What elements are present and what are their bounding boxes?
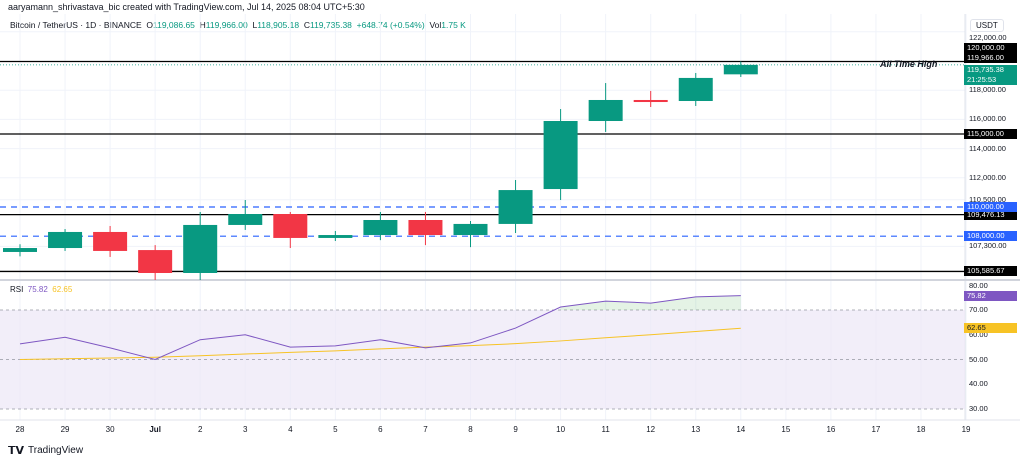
- rsi-ma-tag: 62.65: [964, 323, 1017, 334]
- time-axis-label: 6: [378, 425, 383, 434]
- time-axis-label: 5: [333, 425, 338, 434]
- level-label: 119,966.00: [964, 53, 1017, 63]
- price-tick-label: 118,000.00: [969, 85, 1006, 95]
- close-label: C: [303, 20, 310, 30]
- time-axis-label: 14: [736, 425, 746, 434]
- time-axis-label: 9: [513, 425, 518, 434]
- level-label: 110,000.00: [964, 202, 1017, 212]
- candle-down: [273, 214, 308, 238]
- time-axis-label: 11: [601, 425, 610, 434]
- candle-up: [543, 121, 578, 190]
- time-axis-label: 10: [556, 425, 566, 434]
- rsi-ma-line: [19, 327, 741, 360]
- candle-up: [183, 224, 218, 273]
- level-label: 108,000.00: [964, 231, 1017, 242]
- rsi-title[interactable]: RSI: [10, 285, 24, 294]
- rsi-value: 75.82: [27, 285, 48, 294]
- time-axis-label: 30: [105, 425, 115, 434]
- level-label-120000: 120,000.00: [964, 43, 1017, 53]
- open-label: O: [146, 20, 153, 30]
- candle-up: [498, 190, 533, 224]
- price-tick-label: 116,000.00: [969, 114, 1006, 124]
- time-axis-label: 4: [288, 425, 293, 434]
- current-price-label: 119,735.38: [964, 65, 1017, 75]
- candle-down: [93, 231, 128, 251]
- price-tick-label: 110,500.00: [969, 194, 1006, 204]
- low-label: L: [252, 20, 258, 30]
- time-axis-label: 18: [916, 425, 926, 434]
- symbol-legend: Bitcoin / TetherUS · 1D · BINANCE O119,0…: [10, 20, 466, 30]
- candle-up: [678, 77, 713, 102]
- candle-up: [3, 248, 37, 252]
- tradingview-logo-icon: 𝗧𝗩: [8, 445, 25, 457]
- rsi-value-tag: 75.82: [964, 290, 1017, 301]
- level-label: 115,000.00: [964, 129, 1017, 139]
- countdown-label: 21:25:53: [964, 75, 1017, 85]
- time-axis-label: 17: [871, 425, 881, 434]
- time-axis-label: 2: [197, 425, 203, 434]
- time-axis-label: 19: [961, 425, 971, 434]
- candle-down: [633, 99, 668, 103]
- time-axis-label: 15: [781, 425, 791, 434]
- open-value: 119,086.65: [153, 20, 195, 30]
- candle-up: [48, 231, 83, 249]
- time-axis-label: 3: [243, 425, 248, 434]
- volume-label: Vol: [429, 20, 442, 30]
- time-axis-label: 29: [60, 425, 70, 434]
- high-label: H: [199, 20, 206, 30]
- time-axis-label: 12: [646, 425, 656, 434]
- rsi-legend: RSI 75.82 62.65: [10, 285, 72, 294]
- level-label: 109,476.13: [964, 209, 1017, 220]
- candle-up: [453, 223, 488, 236]
- candle-up: [363, 219, 398, 236]
- level-label: 105,585.67: [964, 266, 1017, 277]
- rsi-overbought-fill: [560, 295, 741, 310]
- currency-button[interactable]: USDT: [970, 19, 1004, 32]
- symbol-name[interactable]: Bitcoin / TetherUS · 1D · BINANCE: [10, 20, 142, 30]
- chart-credit: aaryamann_shrivastava_bic created with T…: [8, 2, 365, 12]
- price-tick-label: 107,300.00: [969, 241, 1007, 251]
- price-tick-label: 122,000.00: [969, 32, 1007, 42]
- rsi-tick-label: 70.00: [969, 305, 988, 314]
- rsi-tick-label: 80.00: [969, 281, 988, 291]
- rsi-tick-label: 60.00: [969, 329, 988, 339]
- time-axis-label: 8: [468, 425, 473, 434]
- volume-value: 1.75 K: [441, 20, 466, 30]
- low-value: 118,905.18: [257, 20, 300, 30]
- time-axis-label: 7: [423, 425, 428, 434]
- candle-up: [228, 214, 263, 225]
- high-value: 119,966.00: [205, 20, 248, 30]
- time-axis-label: 13: [691, 425, 701, 434]
- rsi-ma-value: 62.65: [52, 285, 73, 294]
- price-tick-label: 114,000.00: [969, 143, 1006, 153]
- time-axis-label: 28: [15, 425, 25, 434]
- candle-down: [408, 219, 443, 236]
- rsi-line: [19, 295, 741, 361]
- candle-up: [318, 235, 353, 238]
- tradingview-logo[interactable]: 𝗧𝗩 TradingView: [8, 444, 83, 457]
- rsi-tick-label: 40.00: [969, 379, 988, 389]
- all-time-high-annotation: All Time High: [880, 59, 938, 69]
- candle-up: [723, 64, 758, 75]
- tradingview-wordmark: TradingView: [28, 445, 84, 456]
- rsi-tick-label: 50.00: [969, 354, 988, 364]
- time-axis-label: Jul: [149, 425, 161, 434]
- price-tick-label: 112,000.00: [969, 172, 1006, 182]
- candle-down: [138, 250, 173, 273]
- candle-up: [588, 99, 623, 122]
- change-value: +648.74 (+0.54%): [356, 20, 425, 30]
- time-axis-label: 16: [826, 425, 836, 434]
- close-value: 119,735.38: [309, 20, 352, 30]
- rsi-tick-label: 30.00: [969, 404, 988, 413]
